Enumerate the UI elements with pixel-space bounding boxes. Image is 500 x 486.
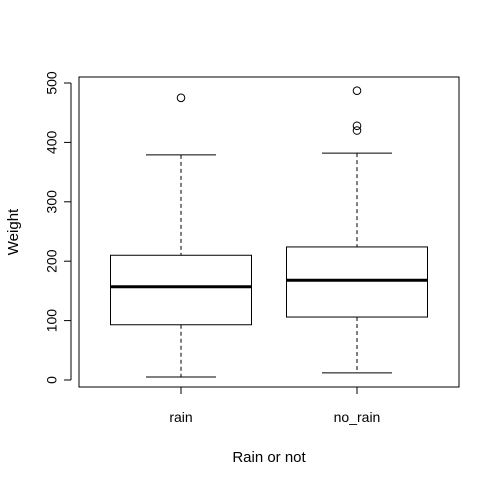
x-tick-label: no_rain [334,409,381,425]
x-tick-label: rain [169,409,192,425]
outlier-point [352,86,362,96]
y-tick-label: 0 [44,376,60,384]
y-tick-label: 100 [44,309,60,333]
y-tick-label: 500 [44,71,60,95]
x-axis-title: Rain or not [232,449,306,466]
iqr-box [286,246,428,318]
outlier-point [176,93,186,103]
x-axis: rain no_rain [169,386,381,425]
y-axis-title: Weight [5,208,22,255]
y-tick-label: 200 [44,249,60,273]
plot-frame [78,76,460,388]
outlier-point [352,121,362,131]
iqr-box [110,254,252,326]
y-tick-label: 300 [44,190,60,214]
y-axis: 0 100 200 300 400 500 [44,71,72,384]
y-tick-label: 400 [44,131,60,155]
outlier-point [352,126,362,135]
boxes [110,86,428,378]
